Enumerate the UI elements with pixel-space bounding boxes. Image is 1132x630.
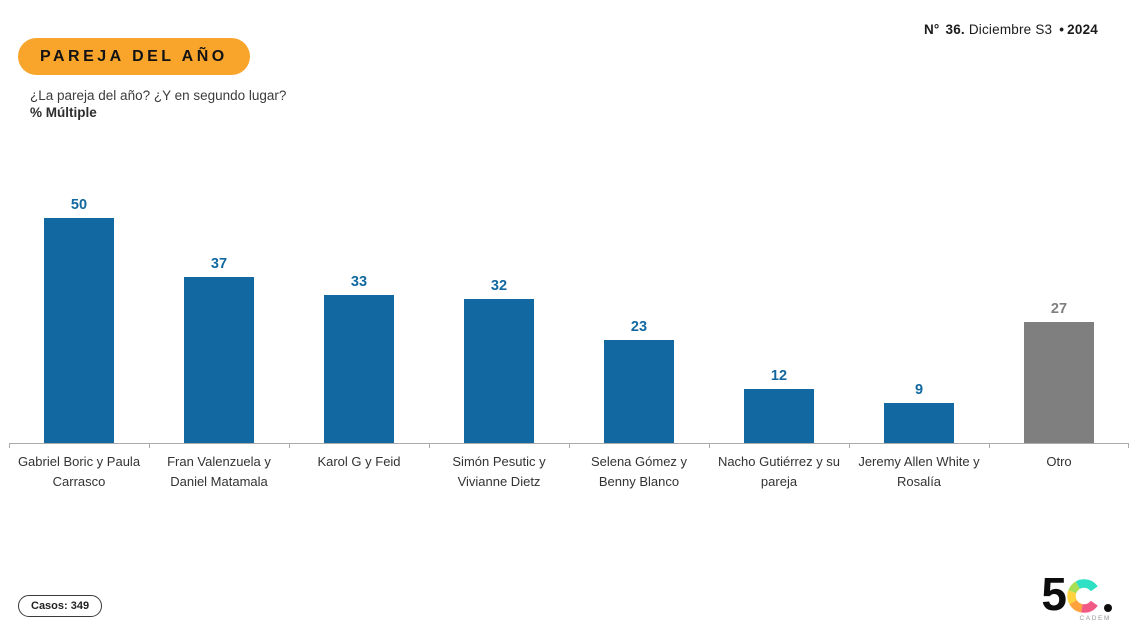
- bar-chart-plot: 50 37 33 32 23 12 9 27: [9, 190, 1129, 443]
- bar-value-label: 9: [914, 381, 924, 398]
- bar-value-label: 33: [350, 273, 368, 290]
- axis-tick: [849, 444, 850, 448]
- bar-column: 50: [9, 190, 149, 443]
- edition-info: N° 36. Diciembre S3 • 2024: [924, 22, 1098, 37]
- category-label: Karol G y Feid: [317, 454, 401, 469]
- logo-c-ring-icon: [1067, 579, 1101, 613]
- bar: [1024, 321, 1094, 443]
- bar: [324, 294, 394, 443]
- logo-five-glyph: 5: [1041, 568, 1067, 621]
- bar-column: 37: [149, 190, 289, 443]
- category-label: Selena Gómez y Benny Blanco: [590, 454, 688, 490]
- category-label: Fran Valenzuela y Daniel Matamala: [167, 454, 271, 490]
- category-label: Gabriel Boric y Paula Carrasco: [17, 454, 141, 490]
- bar-column: 23: [569, 190, 709, 443]
- category-label: Otro: [1046, 454, 1072, 469]
- axis-tick: [989, 444, 990, 448]
- bar-value-label: 12: [770, 368, 788, 384]
- bar-column: 32: [429, 190, 569, 443]
- edition-number: 36.: [945, 22, 965, 37]
- bar-value-label: 27: [1050, 300, 1068, 317]
- bar-column: 12: [709, 190, 849, 443]
- bar: [744, 389, 814, 443]
- cadem-logo: 5 CADEM: [1041, 568, 1112, 622]
- bar-column: 33: [289, 190, 429, 443]
- axis-tick: [9, 444, 10, 448]
- cases-badge: Casos: 349: [18, 595, 103, 617]
- axis-tick: [709, 444, 710, 448]
- logo-brand-text: CADEM: [1079, 615, 1111, 622]
- bar: [604, 339, 674, 443]
- title-badge: PAREJA DEL AÑO: [18, 38, 250, 75]
- axis-tick: [289, 444, 290, 448]
- bar-value-label: 37: [210, 255, 228, 272]
- logo-row: 5: [1041, 568, 1112, 621]
- bar-column: 27: [989, 190, 1129, 443]
- category-label: Jeremy Allen White y Rosalía: [858, 454, 980, 490]
- edition-number-label: N°: [923, 22, 940, 37]
- bar: [464, 299, 534, 443]
- logo-dot: [1104, 604, 1112, 612]
- bar-value-label: 50: [70, 197, 88, 213]
- metric-label: % Múltiple: [30, 105, 97, 120]
- category-labels: Gabriel Boric y Paula Carrasco Fran Valen…: [9, 452, 1129, 492]
- axis-tick: [569, 444, 570, 448]
- bar: [184, 276, 254, 443]
- edition-period: Diciembre S3: [968, 22, 1053, 37]
- axis-tick: [429, 444, 430, 448]
- bar-value-label: 23: [630, 318, 648, 335]
- bar-column: 9: [849, 190, 989, 443]
- axis-tick: [149, 444, 150, 448]
- survey-question: ¿La pareja del año? ¿Y en segundo lugar?: [30, 88, 287, 103]
- bar-value-label: 32: [490, 278, 508, 294]
- edition-year: 2024: [1067, 22, 1098, 37]
- category-label: Simón Pesutic y Vivianne Dietz: [452, 454, 546, 490]
- x-axis: [9, 443, 1129, 450]
- bar: [44, 218, 114, 443]
- bar: [884, 402, 954, 443]
- axis-tick: [1128, 444, 1129, 448]
- category-label: Nacho Gutiérrez y su pareja: [717, 454, 841, 490]
- edition-separator: •: [1059, 22, 1065, 37]
